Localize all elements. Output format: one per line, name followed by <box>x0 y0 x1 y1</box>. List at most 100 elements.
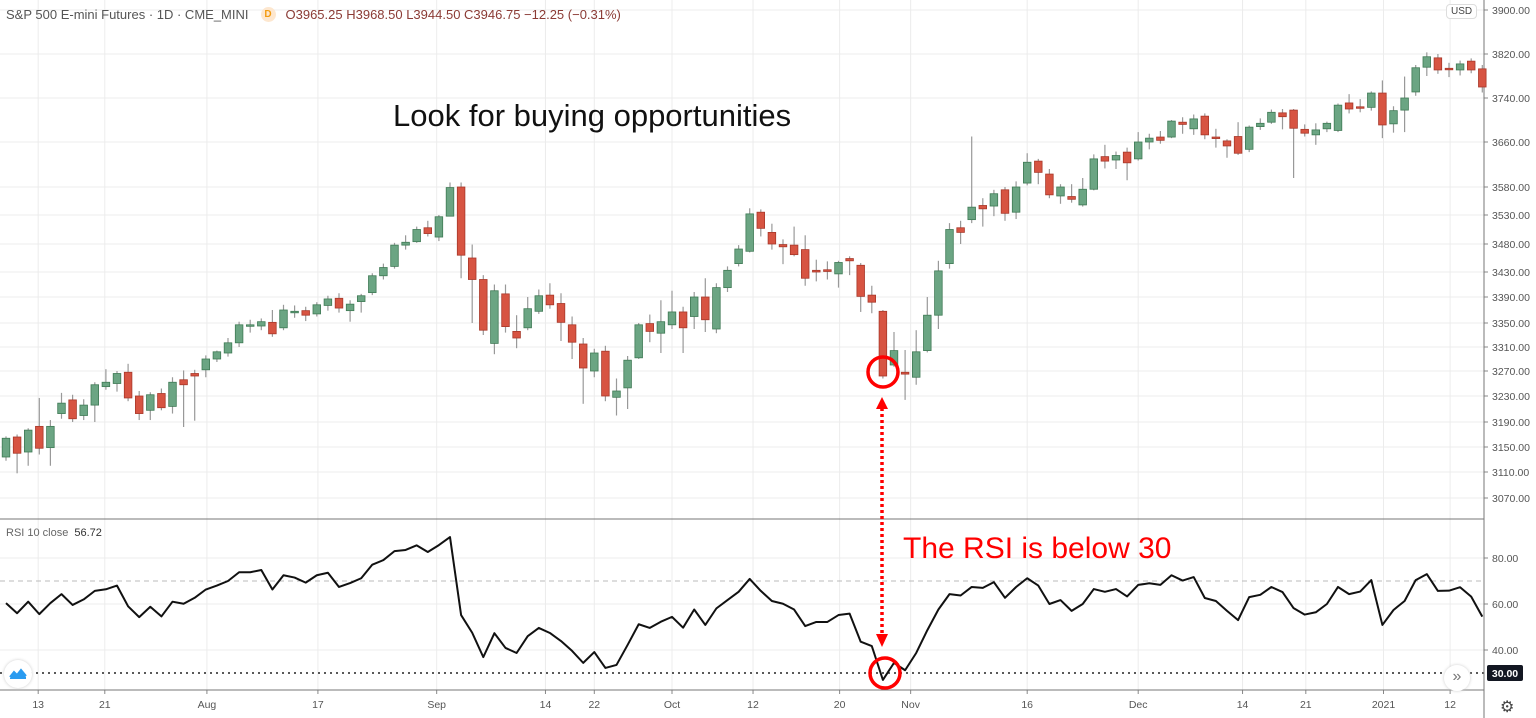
candle <box>112 371 122 392</box>
x-tick-label: 12 <box>747 699 759 711</box>
candle-body <box>1189 118 1198 130</box>
candle-body <box>1344 102 1354 110</box>
candle-body <box>223 342 233 354</box>
candle-body <box>68 399 77 420</box>
candle-body <box>101 381 111 388</box>
candle-body <box>23 429 33 453</box>
gear-icon[interactable]: ⚙ <box>1500 699 1515 716</box>
candle <box>900 350 910 400</box>
price-axis-label: 3430.00 <box>1492 267 1530 279</box>
x-tick-label: Sep <box>427 699 446 711</box>
candle <box>778 239 788 265</box>
candle-body <box>1078 188 1087 206</box>
candle-body <box>1156 136 1165 141</box>
candle-body <box>934 270 943 316</box>
candle <box>1245 125 1254 153</box>
candle-body <box>945 229 954 264</box>
candle <box>312 302 321 317</box>
candle-body <box>1056 186 1065 197</box>
price-axis-label: 3580.00 <box>1492 182 1530 194</box>
candle-body <box>123 371 133 399</box>
candle-body <box>1333 104 1343 131</box>
currency-badge[interactable]: USD <box>1446 4 1478 19</box>
price-axis-label: 3530.00 <box>1492 210 1530 222</box>
symbol-title[interactable]: S&P 500 E-mini Futures · 1D · CME_MINI <box>6 7 249 22</box>
candle <box>912 330 921 385</box>
candle <box>1311 123 1320 145</box>
candle <box>612 378 621 416</box>
candle-body <box>12 436 22 454</box>
rsi-annotation: The RSI is below 30 <box>903 532 1172 565</box>
candle <box>46 420 55 466</box>
price-annotation: Look for buying opportunities <box>393 98 792 133</box>
candle <box>656 300 666 353</box>
candle <box>201 355 210 378</box>
candle <box>467 244 477 323</box>
candle-body <box>146 394 155 411</box>
candle <box>690 292 699 329</box>
candle <box>1111 151 1121 169</box>
candle <box>978 198 987 227</box>
candle <box>68 394 77 422</box>
candle-body <box>967 206 976 221</box>
candle-body <box>856 264 865 297</box>
candle <box>401 235 410 250</box>
candle-body <box>601 350 610 397</box>
candle <box>1278 109 1287 130</box>
price-axis-label: 3190.00 <box>1492 417 1530 429</box>
x-tick-label: Aug <box>198 699 217 711</box>
candle <box>723 266 732 292</box>
candle-body <box>1100 156 1110 162</box>
candle <box>1178 117 1187 134</box>
candle <box>57 392 66 419</box>
candle-body <box>523 308 532 329</box>
candle-body <box>579 343 588 369</box>
candle-body <box>356 295 366 302</box>
chart-header: S&P 500 E-mini Futures · 1D · CME_MINI D… <box>6 7 621 22</box>
candle <box>1400 76 1409 133</box>
rsi-legend[interactable]: RSI 10 close 56.72 <box>6 527 102 539</box>
x-tick-label: 12 <box>1444 699 1456 711</box>
candle <box>479 275 488 335</box>
candle <box>1333 103 1343 133</box>
price-axis-label: 3270.00 <box>1492 366 1530 378</box>
candle <box>1267 109 1276 124</box>
candle <box>35 397 44 455</box>
candle-body <box>79 404 88 416</box>
candle <box>512 315 521 349</box>
candle-body <box>301 310 310 316</box>
rsi-band-label: 30.00 <box>1492 668 1518 680</box>
candle-body <box>1400 97 1409 111</box>
candle-body <box>534 295 543 312</box>
candle <box>967 136 976 224</box>
candle <box>390 242 399 269</box>
candle <box>234 321 244 347</box>
candle <box>1122 147 1132 181</box>
candle <box>945 223 954 269</box>
candle <box>90 382 99 422</box>
data-delayed-badge[interactable]: D <box>260 7 276 22</box>
candle <box>345 300 355 322</box>
candle <box>257 318 266 331</box>
candle <box>323 295 333 311</box>
candle <box>1344 94 1354 114</box>
candle <box>1444 62 1454 78</box>
double-chevron-right-icon[interactable]: » <box>1444 665 1470 691</box>
candle-body <box>845 258 854 262</box>
price-axis-label: 3480.00 <box>1492 239 1530 251</box>
candle-body <box>1467 60 1476 71</box>
candle <box>1211 128 1221 148</box>
candle-body <box>379 267 388 277</box>
candle <box>1378 80 1387 139</box>
candle <box>1023 153 1032 186</box>
price-axis-label: 3350.00 <box>1492 318 1530 330</box>
x-tick-label: 21 <box>1300 699 1312 711</box>
candle-body <box>712 287 721 330</box>
candle <box>845 256 854 276</box>
arrow-down-icon <box>876 634 888 647</box>
candle-body <box>823 269 832 272</box>
tradingview-logo-icon[interactable] <box>4 660 32 688</box>
candle <box>1256 118 1265 130</box>
candle <box>245 319 255 333</box>
